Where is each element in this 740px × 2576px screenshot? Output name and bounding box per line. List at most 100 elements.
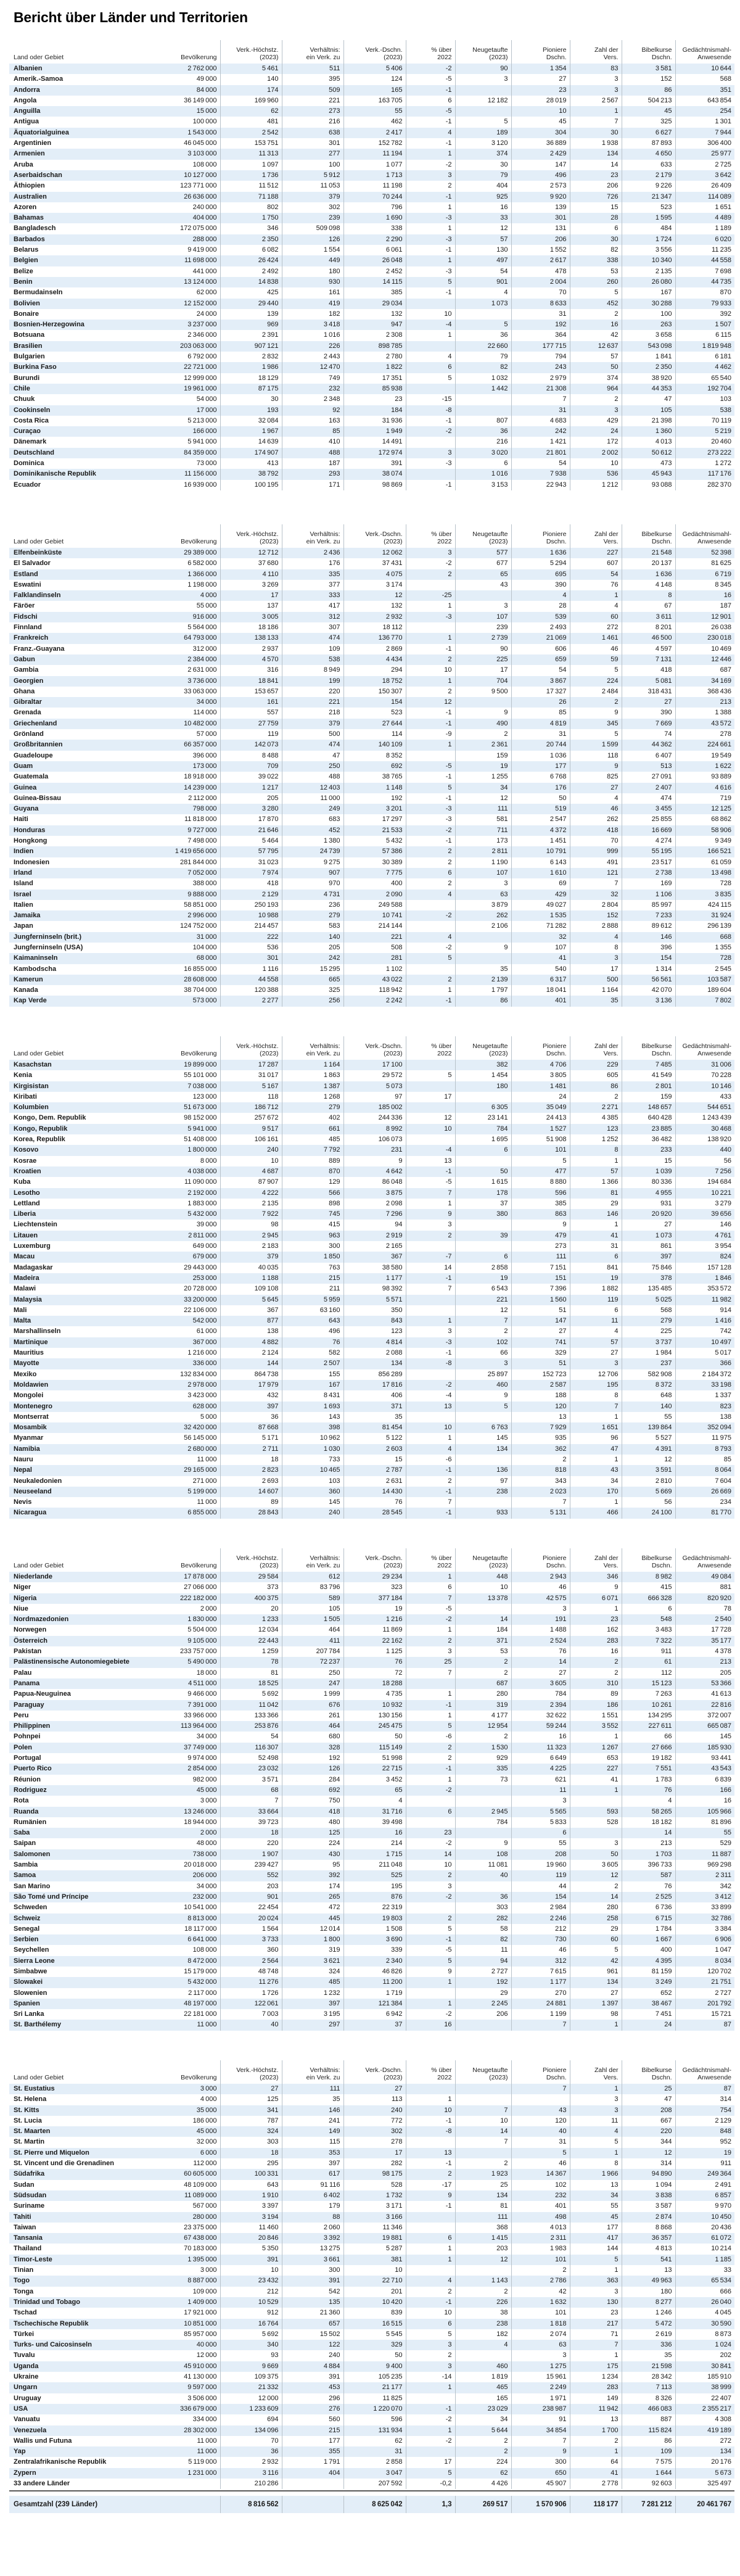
cell-versammlungen: 1 [569, 1785, 622, 1796]
cell-bibelkurse: 21 548 [621, 548, 675, 559]
cell-bibelkurse: 25 [621, 2084, 675, 2095]
cell-bevoelkerung: 20 728 000 [184, 1285, 217, 1293]
cell-bevoelkerung: 67 438 000 [184, 2234, 217, 2242]
cell-prozent [405, 469, 455, 480]
table-row: El Salvador 6 582 000 37 680 176 37 431 -2 677… [9, 558, 734, 569]
cell-neugetaufte: 79 [454, 170, 511, 181]
cell-durchschnitt: 350 [343, 1305, 406, 1316]
cell-prozent: 10 [405, 2308, 455, 2319]
cell-verhaeltnis: 3 392 [281, 2233, 343, 2244]
cell-pioniere: 177 [511, 761, 570, 772]
cell-prozent: -1 [405, 2403, 455, 2415]
cell-prozent: 2 [405, 2350, 455, 2361]
cell-bevoelkerung: 9 888 000 [187, 890, 217, 898]
cell-bibelkurse: 18 182 [621, 1817, 675, 1828]
cell-versammlungen: 964 [569, 383, 622, 395]
cell-neugetaufte [454, 1241, 511, 1252]
cell-neugetaufte: 25 [454, 2179, 511, 2190]
cell-hoechstzahl: 418 [220, 878, 282, 890]
cell-hoechstzahl: 40 [220, 2020, 282, 2031]
cell-versammlungen: 7 [569, 1401, 622, 1412]
cell-pioniere: 2 547 [511, 814, 570, 825]
cell-pioniere: 1 421 [511, 437, 570, 448]
cell-bibelkurse: 587 [621, 1870, 675, 1881]
cell-durchschnitt: 9 400 [343, 2361, 406, 2372]
cell-pioniere: 13 [511, 1411, 570, 1423]
cell-durchschnitt: 81 454 [343, 1422, 406, 1434]
column-header-hoechstzahl: Verk.-Höchstz. (2023) [220, 2060, 282, 2084]
cell-neugetaufte: 35 [454, 964, 511, 975]
cell-prozent: 9 [405, 1966, 455, 1978]
cell-versammlungen: 5 [569, 1945, 622, 1956]
cell-versammlungen: 224 [569, 675, 622, 687]
cell-verhaeltnis: 538 [281, 654, 343, 666]
cell-neugetaufte [454, 1785, 511, 1796]
cell-pioniere: 1 481 [511, 1081, 570, 1092]
cell-versammlungen: 1 700 [569, 2425, 622, 2436]
cell-durchschnitt: 15 [343, 1454, 406, 1466]
cell-prozent: 1 [405, 1572, 455, 1583]
cell-hoechstzahl: 2 183 [220, 1241, 282, 1252]
cell-gedaechtnismahl: 419 189 [675, 2425, 734, 2436]
cell-bibelkurse: 21 347 [621, 191, 675, 202]
cell-bibelkurse: 3 249 [621, 1977, 675, 1988]
cell-bevoelkerung: 124 752 000 [180, 922, 217, 930]
cell-prozent: 5 [405, 1070, 455, 1081]
cell-bevoelkerung: 8 813 000 [187, 1914, 217, 1922]
cell-bevoelkerung: 11 000 [197, 1455, 217, 1463]
cell-durchschnitt: 2 919 [343, 1230, 406, 1242]
cell-prozent: -3 [405, 234, 455, 246]
cell-bibelkurse: 3 737 [621, 1337, 675, 1348]
cell-neugetaufte [454, 1796, 511, 1807]
cell-durchschnitt: 94 [343, 1220, 406, 1231]
cell-land: Äquatorialguinea [14, 128, 69, 136]
cell-gedaechtnismahl: 43 543 [675, 1764, 734, 1775]
cell-durchschnitt: 37 [343, 2020, 406, 2031]
cell-bevoelkerung: 916 000 [192, 613, 217, 621]
cell-pioniere: 650 [511, 2467, 570, 2479]
cell-pioniere: 43 [511, 2105, 570, 2116]
cell-bevoelkerung: 35 000 [196, 2106, 217, 2114]
cell-land: Yap [14, 2448, 26, 2456]
total-row: Gesamtzahl (239 Länder) 8 816 562 8 625 04… [9, 2496, 734, 2513]
cell-bibelkurse: 378 [621, 1273, 675, 1284]
cell-verhaeltnis: 907 [281, 867, 343, 879]
cell-verhaeltnis: 105 [281, 1603, 343, 1615]
cell-land: Thailand [14, 2245, 42, 2253]
cell-bevoelkerung: 51 673 000 [184, 1104, 217, 1112]
cell-gedaechtnismahl: 7 604 [675, 1476, 734, 1487]
cell-prozent: -1 [405, 1166, 455, 1178]
cell-neugetaufte: 54 [454, 266, 511, 277]
table-row: Nevis 11 000 89 145 76 7 7 1 56 234 [9, 1497, 734, 1508]
cell-verhaeltnis: 240 [281, 1508, 343, 1519]
cell-land: Moldawien [14, 1381, 49, 1389]
cell-bevoelkerung: 38 704 000 [184, 986, 217, 994]
cell-bibelkurse: 5 081 [621, 675, 675, 687]
cell-versammlungen: 1 [569, 1454, 622, 1466]
cell-pioniere: 208 [511, 1849, 570, 1860]
cell-bibelkurse: 140 [621, 1401, 675, 1412]
cell-neugetaufte: 108 [454, 1849, 511, 1860]
cell-neugetaufte: 25 897 [454, 1369, 511, 1380]
cell-bevoelkerung: 12 152 000 [184, 299, 217, 307]
cell-land: Belgien [14, 257, 38, 265]
cell-verhaeltnis: 488 [281, 447, 343, 458]
cell-versammlungen: 283 [569, 2382, 622, 2393]
cell-versammlungen: 1 164 [569, 985, 622, 996]
cell-versammlungen: 206 [569, 181, 622, 192]
cell-pioniere: 7 [511, 1497, 570, 1508]
cell-verhaeltnis: 377 [281, 579, 343, 591]
cell-neugetaufte: 34 [454, 2414, 511, 2425]
cell-pioniere: 5 565 [511, 1806, 570, 1817]
cell-versammlungen: 130 [569, 2297, 622, 2308]
cell-pioniere: 21 308 [511, 383, 570, 395]
cell-gedaechtnismahl: 969 298 [675, 1860, 734, 1871]
cell-prozent [405, 899, 455, 911]
cell-land: Kamerun [14, 975, 43, 983]
cell-verhaeltnis: 417 [281, 601, 343, 612]
cell-land: Japan [14, 922, 33, 930]
cell-hoechstzahl: 1 750 [220, 213, 282, 224]
cell-prozent: 17 [405, 1091, 455, 1103]
cell-gedaechtnismahl: 665 087 [675, 1721, 734, 1732]
cell-gedaechtnismahl: 105 966 [675, 1806, 734, 1817]
